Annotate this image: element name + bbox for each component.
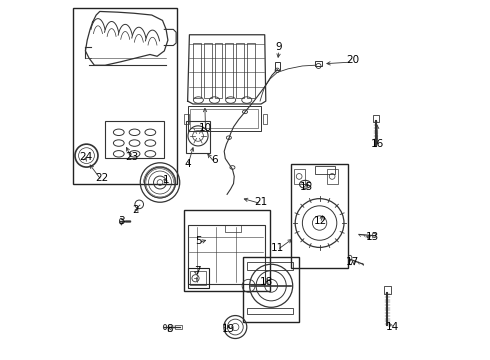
Bar bbox=[373, 115, 379, 122]
Text: 14: 14 bbox=[386, 322, 399, 332]
Bar bbox=[236, 42, 244, 98]
Text: 3: 3 bbox=[118, 216, 124, 226]
Bar bbox=[315, 166, 335, 174]
Bar bbox=[73, 8, 177, 184]
Bar bbox=[247, 262, 294, 270]
Bar bbox=[186, 121, 210, 153]
Bar bbox=[275, 62, 280, 69]
Bar bbox=[184, 211, 270, 291]
Text: 22: 22 bbox=[95, 173, 108, 183]
Text: 12: 12 bbox=[314, 216, 327, 226]
Bar bbox=[315, 61, 322, 66]
Bar bbox=[243, 257, 299, 321]
Bar bbox=[191, 109, 258, 129]
Bar bbox=[215, 42, 222, 98]
Bar bbox=[188, 268, 209, 288]
Bar bbox=[263, 114, 267, 125]
Text: 23: 23 bbox=[125, 152, 139, 162]
Text: 2: 2 bbox=[132, 206, 139, 216]
Bar bbox=[105, 121, 164, 158]
Text: 13: 13 bbox=[366, 232, 379, 242]
Bar bbox=[204, 42, 212, 98]
Bar bbox=[191, 271, 206, 285]
Bar bbox=[291, 164, 348, 268]
Bar bbox=[384, 286, 391, 294]
Text: 17: 17 bbox=[346, 257, 359, 267]
Bar bbox=[193, 42, 201, 98]
Text: 4: 4 bbox=[184, 159, 191, 169]
Text: 19: 19 bbox=[222, 324, 236, 334]
Text: 10: 10 bbox=[199, 123, 212, 133]
Bar bbox=[225, 42, 233, 98]
Bar bbox=[247, 42, 255, 98]
Text: 9: 9 bbox=[276, 42, 282, 52]
Bar bbox=[175, 325, 181, 329]
Text: 15: 15 bbox=[299, 182, 313, 192]
Bar bbox=[188, 106, 261, 131]
Bar bbox=[247, 308, 294, 315]
Text: 1: 1 bbox=[163, 175, 170, 185]
Bar bbox=[372, 233, 375, 237]
Text: 18: 18 bbox=[260, 277, 273, 287]
Text: 16: 16 bbox=[371, 139, 384, 149]
Bar bbox=[225, 225, 242, 232]
Text: 11: 11 bbox=[270, 243, 284, 253]
Text: 20: 20 bbox=[346, 55, 359, 65]
Bar bbox=[294, 169, 304, 184]
Bar bbox=[327, 169, 338, 184]
Text: 8: 8 bbox=[167, 324, 173, 334]
Text: 6: 6 bbox=[211, 155, 218, 165]
Text: 5: 5 bbox=[195, 236, 202, 246]
Bar bbox=[184, 114, 190, 125]
Bar bbox=[188, 225, 265, 284]
Text: 24: 24 bbox=[79, 152, 92, 162]
Text: 21: 21 bbox=[254, 197, 268, 207]
Text: 7: 7 bbox=[195, 266, 201, 276]
